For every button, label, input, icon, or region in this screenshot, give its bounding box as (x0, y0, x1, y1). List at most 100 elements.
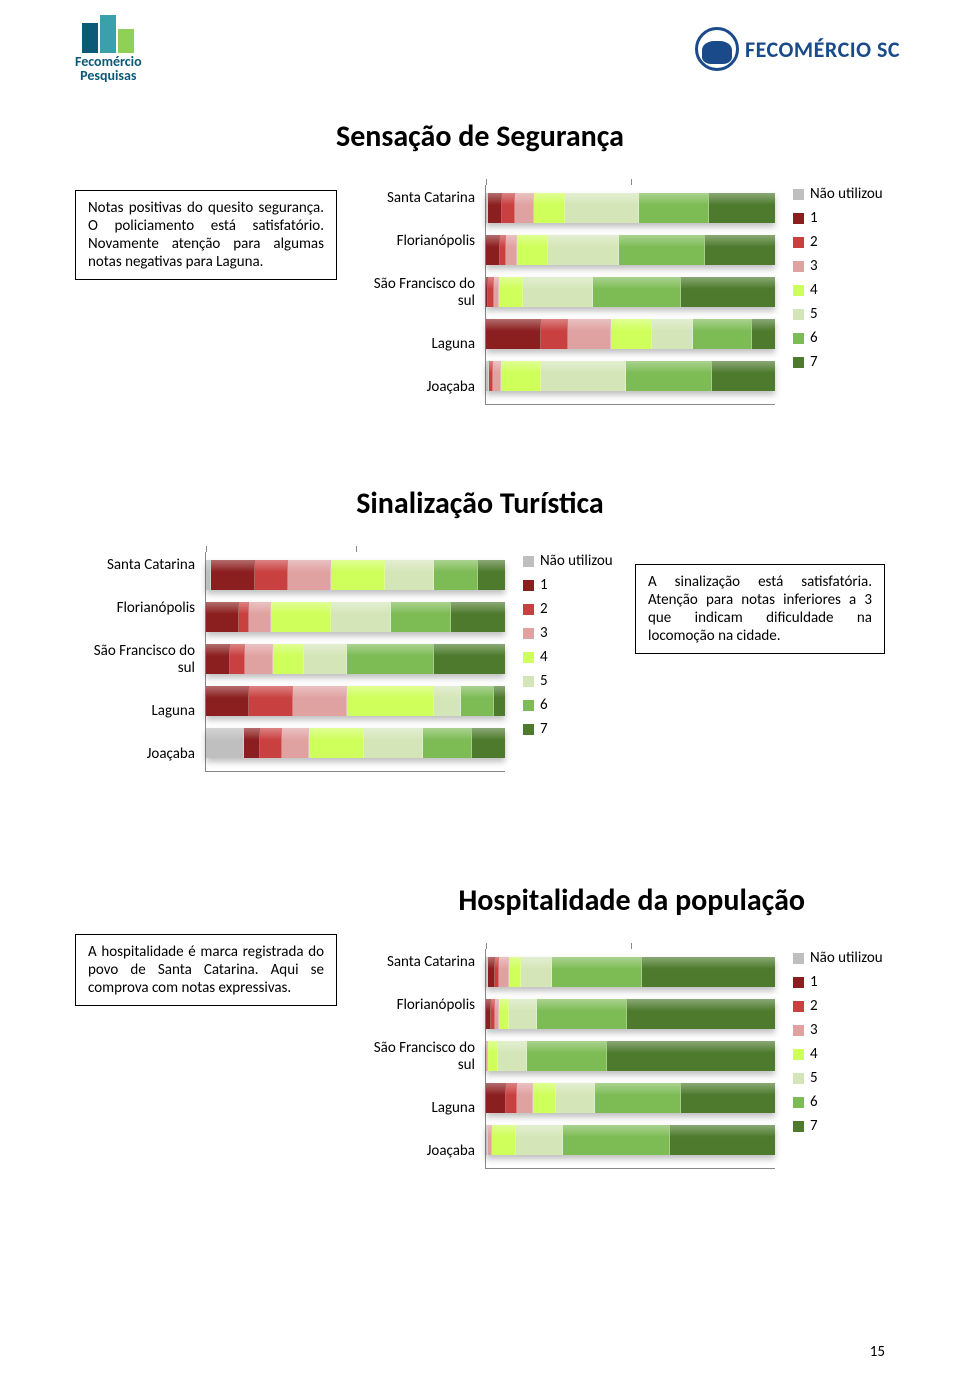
bar-segment (681, 1083, 775, 1113)
bar-segment (541, 319, 568, 349)
bar-segment (537, 999, 627, 1029)
category-label: Santa Catarina (355, 190, 475, 207)
chart-title-2: Sinalização Turística (75, 485, 885, 522)
bar-segment (478, 560, 505, 590)
stacked-bar (206, 560, 505, 590)
stacked-bar (486, 957, 775, 987)
bar-segment (309, 728, 363, 758)
bar-segment (434, 560, 477, 590)
stacked-bar (486, 193, 775, 223)
logo-fecomercio-pesquisas: FecomércioPesquisas (75, 15, 142, 83)
stacked-bar (206, 728, 505, 758)
bar-segment (607, 1041, 775, 1071)
logo-left-text: FecomércioPesquisas (75, 55, 142, 83)
chart-title-1: Sensação de Segurança (75, 118, 885, 155)
category-label: Florianópolis (355, 997, 475, 1014)
bar-segment (249, 602, 271, 632)
bar-segment (568, 319, 611, 349)
legend-item: 7 (793, 353, 903, 371)
legend-item: 5 (793, 305, 903, 323)
bar-segment (527, 1041, 607, 1071)
bar-segment (494, 686, 505, 716)
bar-segment (211, 560, 254, 590)
bar-segment (501, 361, 542, 391)
bar-segment (206, 644, 230, 674)
page-header: FecomércioPesquisas FECOMÉRCIO SC (0, 0, 960, 98)
bar-segment (271, 602, 331, 632)
plot-area-2 (205, 552, 505, 772)
stacked-bar (486, 319, 775, 349)
stacked-bar (486, 1083, 775, 1113)
legend-item: 2 (523, 600, 633, 618)
chart-block-1: Notas positivas do quesito segurança. O … (75, 185, 885, 425)
bar-segment (331, 560, 385, 590)
bar-segment (515, 193, 534, 223)
bar-segment (239, 602, 250, 632)
bar-segment (461, 686, 494, 716)
bar-segment (709, 193, 775, 223)
bar-segment (423, 728, 472, 758)
legend-item: 1 (523, 576, 633, 594)
bar-segment (206, 602, 239, 632)
bar-segment (304, 644, 347, 674)
bar-segment (556, 1083, 595, 1113)
bar-segment (517, 235, 548, 265)
plot-area-3 (485, 949, 775, 1169)
category-label: Joaçaba (75, 746, 195, 763)
category-label: Laguna (355, 336, 475, 353)
legend-item: 5 (523, 672, 633, 690)
bar-segment (206, 728, 244, 758)
stacked-bar (486, 235, 775, 265)
bar-segment (593, 277, 681, 307)
category-label: Santa Catarina (355, 954, 475, 971)
bar-segment (705, 235, 775, 265)
legend-item: 2 (793, 233, 903, 251)
bar-segment (563, 1125, 670, 1155)
bar-segment (541, 361, 625, 391)
legend-3: Não utilizou1234567 (793, 949, 903, 1169)
bar-segment (681, 277, 775, 307)
legend-item: 6 (523, 696, 633, 714)
bar-segment (533, 1083, 556, 1113)
stacked-bar (206, 602, 505, 632)
legend-item: 1 (793, 209, 903, 227)
bar-segment (486, 319, 541, 349)
bar-segment (245, 644, 273, 674)
bar-segment (712, 361, 774, 391)
category-label: Florianópolis (355, 233, 475, 250)
stacked-bar (206, 644, 505, 674)
legend-item: 3 (523, 624, 633, 642)
bar-segment (488, 1041, 498, 1071)
bar-segment (293, 686, 347, 716)
category-label: Laguna (355, 1100, 475, 1117)
bar-segment (595, 1083, 681, 1113)
note-box-1: Notas positivas do quesito segurança. O … (75, 190, 337, 280)
legend-item: 3 (793, 257, 903, 275)
bar-segment (523, 277, 593, 307)
bar-segment (488, 193, 502, 223)
bar-segment (619, 235, 705, 265)
bar-segment (521, 957, 552, 987)
category-label: São Francisco do sul (355, 276, 475, 309)
bar-segment (517, 1083, 533, 1113)
legend-item: 4 (793, 281, 903, 299)
bar-segment (347, 644, 434, 674)
note-box-2: A sinalização está satisfatória. Atenção… (635, 564, 885, 654)
bar-segment (451, 602, 505, 632)
legend-item: 6 (793, 329, 903, 347)
legend-item: 3 (793, 1021, 903, 1039)
bar-segment (611, 319, 652, 349)
category-label: Laguna (75, 703, 195, 720)
bar-segment (486, 1083, 506, 1113)
category-label: São Francisco do sul (75, 643, 195, 676)
bar-segment (502, 193, 514, 223)
bar-segment (639, 193, 709, 223)
category-label: Joaçaba (355, 1143, 475, 1160)
bar-segment (249, 686, 292, 716)
logo-right-text: FECOMÉRCIO SC (745, 36, 900, 63)
stacked-bar (206, 686, 505, 716)
bar-segment (486, 235, 500, 265)
bar-segment (260, 728, 282, 758)
bar-segment (499, 999, 508, 1029)
bar-segment (509, 957, 521, 987)
